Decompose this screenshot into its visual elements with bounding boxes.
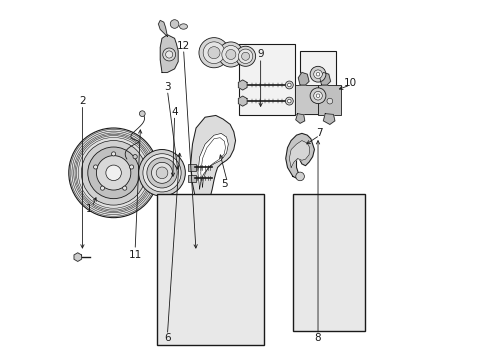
Text: 10: 10 [343,78,356,88]
Polygon shape [319,72,330,85]
Circle shape [235,46,255,66]
Text: 7: 7 [316,129,323,138]
Circle shape [93,165,98,169]
Circle shape [69,128,158,218]
Circle shape [225,49,235,59]
Polygon shape [238,80,246,90]
Polygon shape [298,72,308,85]
Circle shape [156,167,167,179]
Circle shape [309,88,325,104]
Circle shape [295,172,304,181]
Circle shape [316,72,319,76]
FancyBboxPatch shape [239,44,294,116]
Circle shape [105,165,121,181]
Circle shape [207,47,220,59]
Circle shape [146,158,177,188]
Polygon shape [158,21,167,37]
Text: 2: 2 [79,96,85,106]
Circle shape [309,66,325,82]
Circle shape [241,52,249,60]
Polygon shape [323,114,334,125]
Circle shape [111,152,116,156]
Circle shape [139,111,145,117]
FancyBboxPatch shape [188,175,196,182]
Circle shape [254,253,259,258]
Text: 6: 6 [164,333,170,343]
Polygon shape [74,253,81,261]
Polygon shape [295,114,304,123]
Circle shape [313,91,322,100]
FancyBboxPatch shape [317,85,341,116]
Polygon shape [285,134,314,178]
Circle shape [170,20,179,28]
Circle shape [100,186,104,190]
Circle shape [234,245,240,251]
Circle shape [142,154,181,192]
Polygon shape [190,116,235,203]
Text: 11: 11 [128,250,142,260]
Text: 4: 4 [171,107,178,117]
Circle shape [203,42,224,63]
Polygon shape [198,134,228,189]
Polygon shape [160,35,178,72]
Circle shape [218,42,243,67]
Circle shape [287,99,290,103]
Circle shape [151,162,172,183]
Circle shape [199,38,228,68]
Circle shape [313,70,322,78]
Circle shape [163,48,175,61]
FancyBboxPatch shape [188,164,196,171]
FancyBboxPatch shape [156,194,264,345]
FancyBboxPatch shape [292,194,364,330]
Circle shape [88,147,139,199]
FancyBboxPatch shape [300,51,335,114]
Circle shape [165,51,172,58]
Text: 8: 8 [314,333,321,343]
Circle shape [139,149,185,196]
Circle shape [285,97,293,105]
Circle shape [222,45,240,63]
Text: 9: 9 [257,49,264,59]
Polygon shape [238,96,246,106]
Circle shape [133,154,137,159]
Circle shape [122,186,126,190]
Circle shape [326,98,332,104]
Circle shape [285,81,293,89]
Ellipse shape [179,24,187,29]
Text: 5: 5 [221,179,227,189]
Polygon shape [289,140,309,167]
Circle shape [316,94,319,98]
Circle shape [96,156,131,190]
Text: 1: 1 [86,204,93,214]
Circle shape [81,140,145,205]
Text: 3: 3 [164,82,170,92]
Circle shape [287,83,290,87]
FancyBboxPatch shape [294,85,317,114]
Circle shape [238,49,252,63]
Text: 12: 12 [177,41,190,50]
Circle shape [129,165,133,169]
